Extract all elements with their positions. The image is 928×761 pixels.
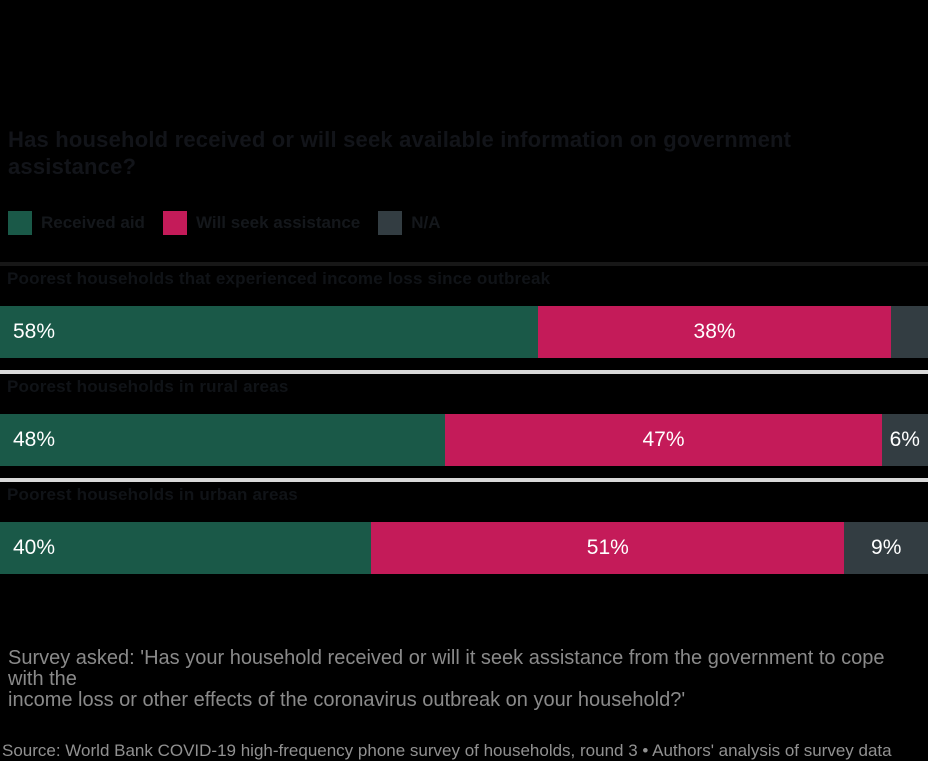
bar-groups: Poorest households that experienced inco… [0,262,928,574]
bar-segment-will-seek: 51% [371,522,845,574]
legend-item: Will seek assistance [162,211,361,235]
bar-value-label: 38% [693,320,736,343]
bar-group: Poorest households that experienced inco… [0,262,928,358]
legend-label: N/A [411,213,441,232]
chart-legend: Received aid Will seek assistance N/A [8,211,928,235]
bar-value-label: 58% [13,320,56,343]
stacked-bar: 58% 38% [0,306,928,358]
bar-segment-received: 40% [0,522,372,574]
group-separator-rule [0,262,928,266]
legend-swatch-icon [162,211,187,235]
bar-value-label: 40% [13,536,56,559]
source-line: Source: World Bank COVID-19 high-frequen… [2,741,892,760]
legend-item: N/A [378,211,441,235]
bar-segment-will-seek: 47% [445,414,882,466]
stacked-bar: 40% 51% 9% [0,522,928,574]
bar-value-label: 47% [642,428,685,451]
bar-group: Poorest households in rural areas 48% 47% 6… [0,370,928,466]
bar-segment-na [890,306,928,358]
bar-value-label: 9% [871,536,902,559]
footnote-line2: income loss or other effects of the coro… [8,689,686,711]
bar-group: Poorest households in urban areas 40% 51% 9… [0,478,928,574]
bar-value-label: 48% [13,428,56,451]
chart-title-line1: Has household received or will seek avai… [8,127,792,152]
bar-segment-received: 48% [0,414,446,466]
legend-swatch-icon [8,211,32,235]
group-separator-rule [0,478,928,482]
group-label: Poorest households in urban areas [7,485,298,504]
group-label: Poorest households that experienced inco… [7,269,551,288]
chart-title: Has household received or will seek avai… [8,126,928,180]
legend-item: Received aid [8,211,145,235]
group-separator-rule [0,370,928,374]
stacked-bar: 48% 47% 6% [0,414,928,466]
bar-value-label: 51% [586,536,629,559]
legend-label: Will seek assistance [195,213,361,232]
chart-title-line2: assistance? [8,154,137,179]
bar-segment-will-seek: 38% [538,306,891,358]
bar-segment-received: 58% [0,306,539,358]
bar-value-label: 6% [889,428,920,451]
legend-swatch-icon [378,211,403,235]
footnote: Survey asked: 'Has your household receiv… [8,648,924,711]
bar-segment-na: 6% [881,414,928,466]
footnote-line1: Survey asked: 'Has your household receiv… [8,647,885,690]
legend-label: Received aid [41,213,145,232]
group-label: Poorest households in rural areas [7,377,289,396]
bar-segment-na: 9% [844,522,928,574]
